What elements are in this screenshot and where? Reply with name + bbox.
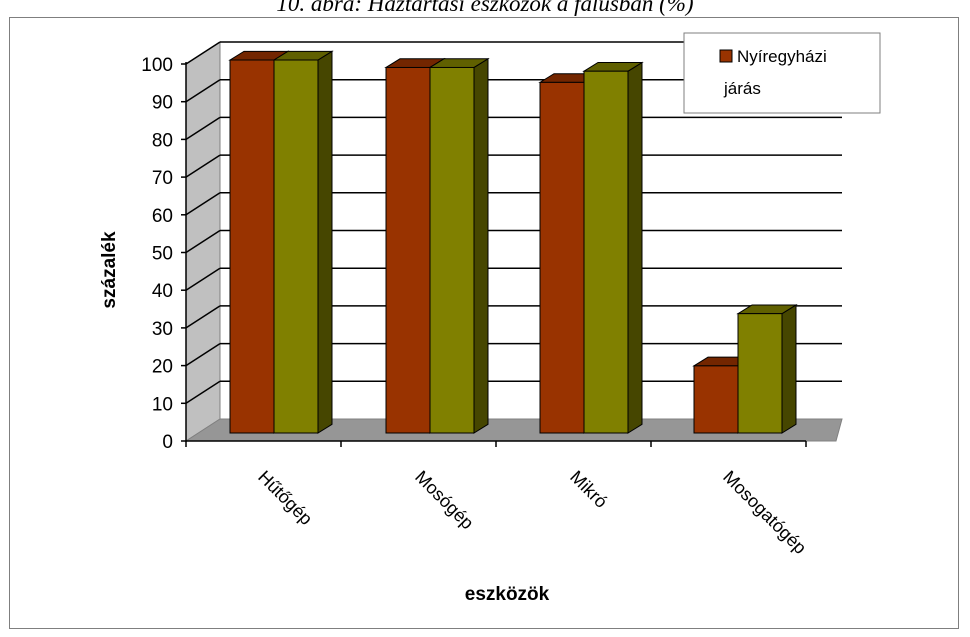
y-tick-label: 40 (152, 281, 173, 302)
bar-front (229, 59, 275, 434)
y-tick-label: 100 (141, 55, 173, 76)
gridline-diagonal (185, 79, 221, 103)
chart-frame (9, 17, 959, 629)
gridline-diagonal (185, 116, 221, 141)
y-tick-label: 90 (152, 93, 173, 114)
legend-text-line-1: Nyíregyházi (737, 47, 827, 66)
bar (736, 304, 798, 434)
y-tick-label: 0 (162, 432, 173, 453)
y-tick-label: 60 (152, 206, 173, 227)
bar-front (693, 365, 739, 434)
y-axis-title: százalék (99, 231, 120, 309)
bar (272, 50, 334, 434)
x-tick-label: Mosógép (411, 467, 478, 534)
y-tick-label: 10 (152, 394, 173, 415)
bar-front (737, 313, 783, 434)
bar-front (385, 66, 431, 434)
legend: Nyíregyházi járás (683, 32, 881, 114)
y-tick-label: 80 (152, 130, 173, 151)
y-tick-labels: 0 10 20 30 40 50 60 70 80 90 100 (141, 55, 173, 453)
gridline-diagonal (185, 229, 221, 254)
bar-side (781, 304, 797, 434)
bar-side (627, 61, 643, 434)
y-tick-label: 50 (152, 244, 173, 265)
gridline-diagonal (185, 41, 221, 65)
x-tick-label: Mosogatógép (719, 467, 810, 558)
bars (228, 50, 798, 434)
legend-box (683, 32, 881, 114)
gridline-diagonal (185, 154, 221, 178)
y-tick-label: 20 (152, 357, 173, 378)
x-tick-label: Hűtőgép (254, 467, 316, 529)
gridline-diagonal (185, 305, 221, 329)
bar-front (429, 66, 475, 434)
y-tick-label: 70 (152, 168, 173, 189)
bar-front (583, 70, 629, 434)
axes (181, 62, 807, 447)
bar-front (273, 59, 319, 434)
bar-side (317, 50, 333, 434)
gridline-diagonal (185, 380, 221, 404)
y-tick-label: 30 (152, 319, 173, 340)
bar-front (539, 81, 585, 434)
figure-caption: 10. ábra: Háztartási eszközök a falusban… (276, 0, 694, 16)
bar (428, 57, 490, 434)
gridline-diagonal (185, 192, 221, 216)
gridline-diagonal (185, 267, 221, 291)
x-tick-labels: Hűtőgép Mosógép Mikró Mosogatógép (254, 467, 810, 558)
x-tick-label: Mikró (566, 467, 611, 512)
bar (582, 61, 644, 434)
x-axis-title: eszközök (465, 584, 550, 605)
legend-swatch (719, 49, 733, 63)
legend-text-line-2: járás (723, 79, 761, 98)
bar-side (473, 57, 489, 434)
gridline-diagonal (185, 342, 221, 367)
